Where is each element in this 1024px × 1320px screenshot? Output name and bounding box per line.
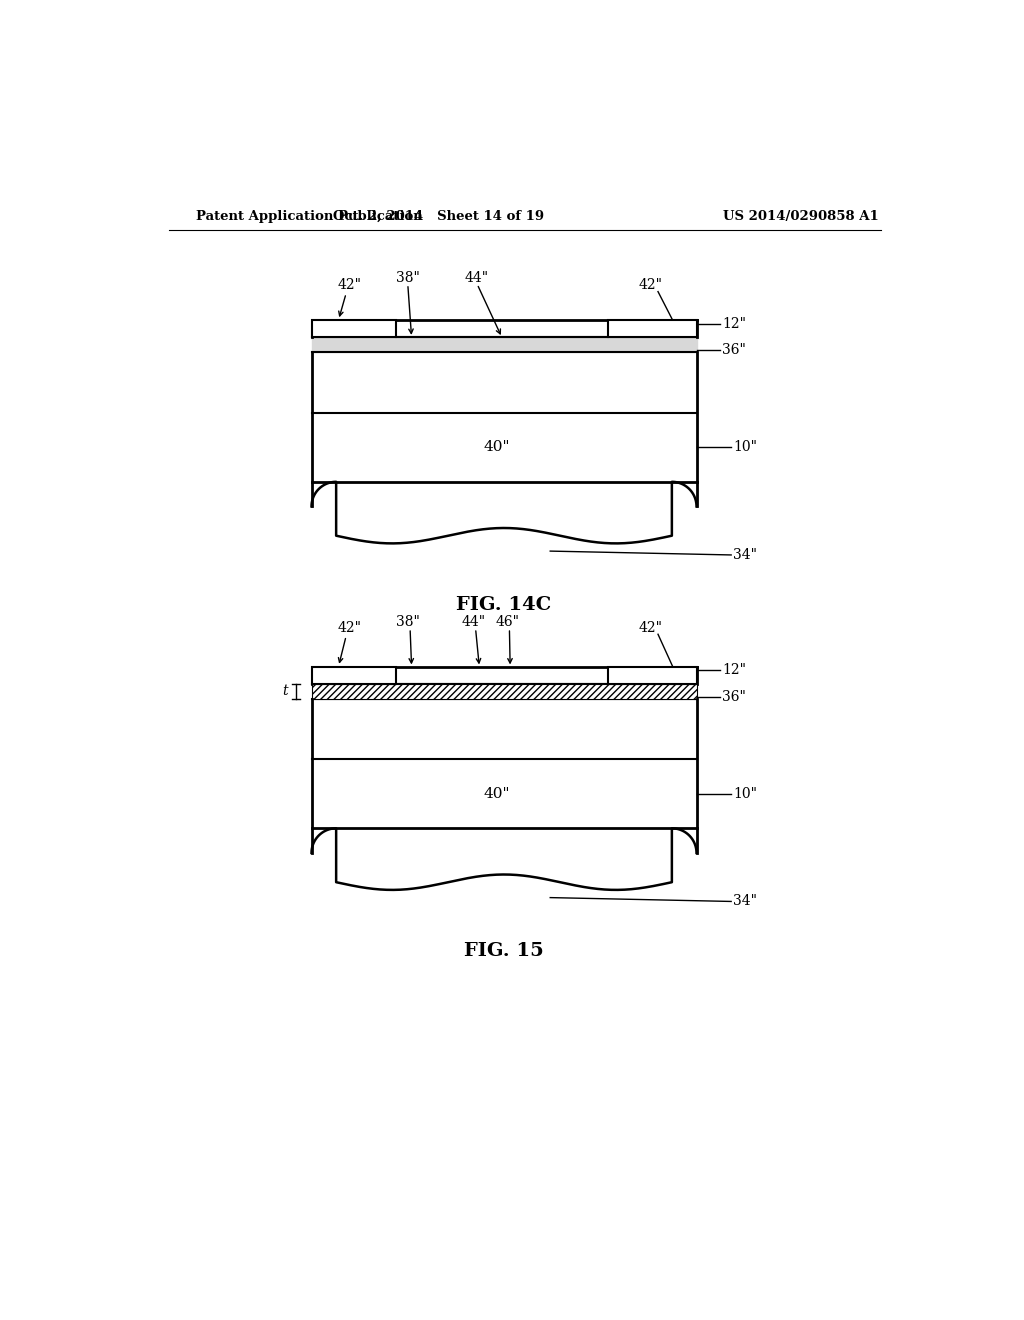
Text: 10": 10": [733, 440, 758, 454]
Text: 42": 42": [638, 622, 663, 635]
Text: 44": 44": [465, 271, 489, 285]
Text: 46": 46": [496, 615, 520, 628]
Text: 38": 38": [396, 615, 420, 628]
Bar: [608, 667, 696, 684]
Text: 34": 34": [733, 895, 758, 908]
Bar: [311, 684, 696, 700]
Text: 40": 40": [483, 440, 510, 454]
Text: 34": 34": [733, 548, 758, 562]
Text: 12": 12": [722, 317, 745, 331]
Text: 42": 42": [338, 622, 362, 635]
Text: US 2014/0290858 A1: US 2014/0290858 A1: [724, 210, 880, 223]
Text: 38": 38": [396, 271, 420, 285]
Text: 10": 10": [733, 787, 758, 801]
Text: Oct. 2, 2014   Sheet 14 of 19: Oct. 2, 2014 Sheet 14 of 19: [333, 210, 544, 223]
Text: t: t: [283, 684, 288, 698]
Bar: [311, 321, 396, 337]
Text: 42": 42": [638, 279, 663, 293]
Text: 12": 12": [722, 664, 745, 677]
Text: 36": 36": [722, 343, 745, 358]
Bar: [311, 667, 396, 684]
Text: FIG. 15: FIG. 15: [464, 942, 544, 961]
Text: 40": 40": [483, 787, 510, 801]
Text: 42": 42": [338, 279, 362, 293]
Text: Patent Application Publication: Patent Application Publication: [196, 210, 423, 223]
Text: 36": 36": [722, 689, 745, 704]
Text: FIG. 14C: FIG. 14C: [457, 597, 552, 614]
Text: 44": 44": [461, 615, 485, 628]
Bar: [608, 321, 696, 337]
